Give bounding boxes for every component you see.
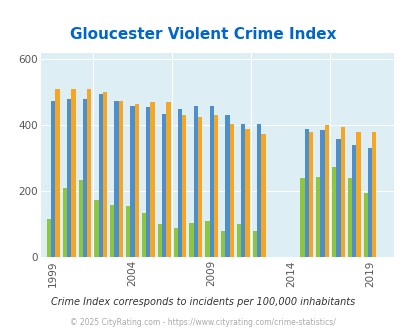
Bar [173, 228, 177, 257]
Bar [324, 125, 328, 257]
Bar [55, 89, 60, 257]
Bar [98, 94, 103, 257]
Bar [315, 177, 320, 257]
Bar [189, 223, 193, 257]
Bar [119, 101, 123, 257]
Bar [256, 124, 261, 257]
Bar [62, 188, 67, 257]
Bar [67, 99, 71, 257]
Bar [141, 213, 146, 257]
Bar [103, 92, 107, 257]
Bar [177, 109, 182, 257]
Bar [351, 145, 356, 257]
Bar [47, 219, 51, 257]
Text: Gloucester Violent Crime Index: Gloucester Violent Crime Index [70, 27, 335, 42]
Bar [320, 130, 324, 257]
Bar [340, 127, 344, 257]
Bar [83, 99, 87, 257]
Bar [308, 132, 312, 257]
Bar [304, 129, 308, 257]
Bar [347, 178, 351, 257]
Bar [182, 115, 186, 257]
Bar [335, 139, 340, 257]
Bar [205, 221, 209, 257]
Bar [225, 115, 229, 257]
Bar [371, 132, 375, 257]
Bar [110, 205, 114, 257]
Text: © 2025 CityRating.com - https://www.cityrating.com/crime-statistics/: © 2025 CityRating.com - https://www.city… [70, 318, 335, 327]
Bar [300, 178, 304, 257]
Bar [356, 132, 360, 257]
Bar [198, 117, 202, 257]
Bar [71, 89, 75, 257]
Bar [331, 167, 335, 257]
Bar [78, 180, 83, 257]
Bar [213, 115, 217, 257]
Bar [162, 114, 166, 257]
Bar [87, 89, 91, 257]
Bar [245, 129, 249, 257]
Bar [261, 134, 265, 257]
Bar [146, 107, 150, 257]
Bar [252, 231, 256, 257]
Bar [363, 193, 367, 257]
Bar [126, 206, 130, 257]
Bar [221, 231, 225, 257]
Bar [51, 101, 55, 257]
Text: Crime Index corresponds to incidents per 100,000 inhabitants: Crime Index corresponds to incidents per… [51, 297, 354, 307]
Bar [193, 106, 198, 257]
Bar [114, 101, 119, 257]
Bar [237, 224, 241, 257]
Bar [367, 148, 371, 257]
Bar [94, 200, 98, 257]
Bar [158, 224, 162, 257]
Bar [134, 104, 139, 257]
Bar [130, 106, 134, 257]
Bar [229, 124, 233, 257]
Bar [150, 102, 154, 257]
Bar [166, 102, 170, 257]
Bar [241, 124, 245, 257]
Bar [209, 106, 213, 257]
